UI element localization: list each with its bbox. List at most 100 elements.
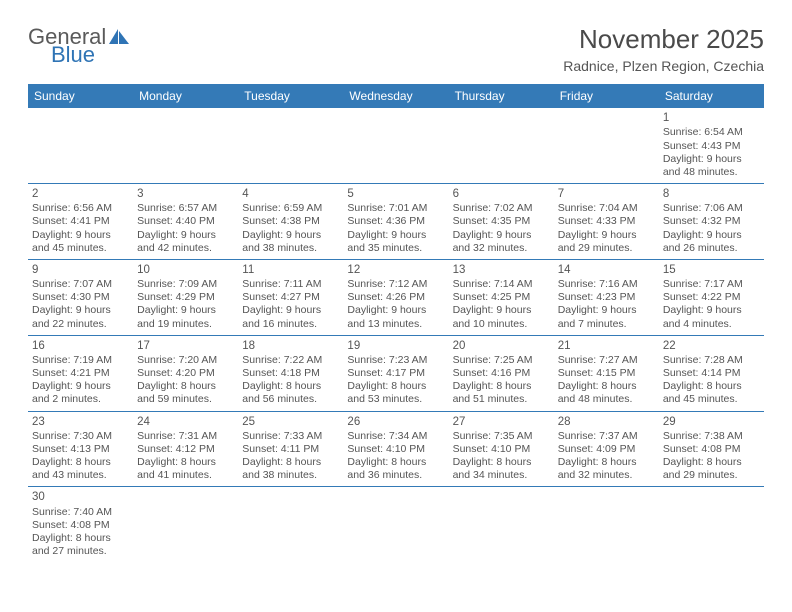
calendar-cell: 8Sunrise: 7:06 AMSunset: 4:32 PMDaylight… bbox=[659, 183, 764, 259]
cell-line: Daylight: 8 hours bbox=[32, 532, 129, 545]
cell-line: Sunrise: 7:16 AM bbox=[558, 278, 655, 291]
cell-line: Sunset: 4:41 PM bbox=[32, 215, 129, 228]
calendar-cell bbox=[238, 487, 343, 562]
cell-line: Sunset: 4:32 PM bbox=[663, 215, 760, 228]
calendar-row: 1Sunrise: 6:54 AMSunset: 4:43 PMDaylight… bbox=[28, 108, 764, 183]
cell-line: and 2 minutes. bbox=[32, 393, 129, 406]
day-number: 4 bbox=[242, 187, 339, 201]
calendar-row: 23Sunrise: 7:30 AMSunset: 4:13 PMDayligh… bbox=[28, 411, 764, 487]
calendar-cell: 28Sunrise: 7:37 AMSunset: 4:09 PMDayligh… bbox=[554, 411, 659, 487]
calendar-cell: 15Sunrise: 7:17 AMSunset: 4:22 PMDayligh… bbox=[659, 259, 764, 335]
cell-line: Sunset: 4:12 PM bbox=[137, 443, 234, 456]
calendar-cell bbox=[659, 487, 764, 562]
cell-line: Daylight: 9 hours bbox=[137, 304, 234, 317]
month-title: November 2025 bbox=[563, 24, 764, 55]
calendar-cell bbox=[28, 108, 133, 183]
calendar-table: Sunday Monday Tuesday Wednesday Thursday… bbox=[28, 84, 764, 562]
calendar-cell: 2Sunrise: 6:56 AMSunset: 4:41 PMDaylight… bbox=[28, 183, 133, 259]
cell-line: Sunrise: 7:07 AM bbox=[32, 278, 129, 291]
cell-line: Sunrise: 7:27 AM bbox=[558, 354, 655, 367]
cell-line: Sunrise: 7:09 AM bbox=[137, 278, 234, 291]
calendar-cell: 13Sunrise: 7:14 AMSunset: 4:25 PMDayligh… bbox=[449, 259, 554, 335]
cell-line: Sunrise: 7:01 AM bbox=[347, 202, 444, 215]
calendar-cell bbox=[554, 108, 659, 183]
cell-line: and 53 minutes. bbox=[347, 393, 444, 406]
cell-line: Daylight: 9 hours bbox=[242, 229, 339, 242]
weekday-header: Sunday bbox=[28, 84, 133, 108]
weekday-header-row: Sunday Monday Tuesday Wednesday Thursday… bbox=[28, 84, 764, 108]
calendar-cell: 26Sunrise: 7:34 AMSunset: 4:10 PMDayligh… bbox=[343, 411, 448, 487]
weekday-header: Wednesday bbox=[343, 84, 448, 108]
cell-line: Sunset: 4:16 PM bbox=[453, 367, 550, 380]
cell-line: Sunrise: 7:19 AM bbox=[32, 354, 129, 367]
cell-line: Daylight: 9 hours bbox=[453, 229, 550, 242]
cell-line: Daylight: 9 hours bbox=[137, 229, 234, 242]
day-number: 29 bbox=[663, 415, 760, 429]
cell-line: Sunset: 4:23 PM bbox=[558, 291, 655, 304]
calendar-cell: 25Sunrise: 7:33 AMSunset: 4:11 PMDayligh… bbox=[238, 411, 343, 487]
sail-icon bbox=[108, 28, 130, 46]
cell-line: Daylight: 9 hours bbox=[453, 304, 550, 317]
calendar-cell bbox=[343, 487, 448, 562]
calendar-cell: 18Sunrise: 7:22 AMSunset: 4:18 PMDayligh… bbox=[238, 335, 343, 411]
calendar-cell bbox=[133, 108, 238, 183]
day-number: 1 bbox=[663, 111, 760, 125]
cell-line: and 34 minutes. bbox=[453, 469, 550, 482]
cell-line: Daylight: 9 hours bbox=[558, 229, 655, 242]
cell-line: Sunset: 4:17 PM bbox=[347, 367, 444, 380]
day-number: 5 bbox=[347, 187, 444, 201]
weekday-header: Friday bbox=[554, 84, 659, 108]
calendar-cell bbox=[343, 108, 448, 183]
calendar-cell: 19Sunrise: 7:23 AMSunset: 4:17 PMDayligh… bbox=[343, 335, 448, 411]
calendar-cell bbox=[449, 108, 554, 183]
day-number: 30 bbox=[32, 490, 129, 504]
cell-line: Sunset: 4:27 PM bbox=[242, 291, 339, 304]
calendar-cell bbox=[554, 487, 659, 562]
cell-line: and 19 minutes. bbox=[137, 318, 234, 331]
cell-line: Sunrise: 6:54 AM bbox=[663, 126, 760, 139]
cell-line: and 16 minutes. bbox=[242, 318, 339, 331]
calendar-cell: 12Sunrise: 7:12 AMSunset: 4:26 PMDayligh… bbox=[343, 259, 448, 335]
cell-line: Sunrise: 7:12 AM bbox=[347, 278, 444, 291]
cell-line: Daylight: 9 hours bbox=[242, 304, 339, 317]
weekday-header: Thursday bbox=[449, 84, 554, 108]
calendar-cell: 7Sunrise: 7:04 AMSunset: 4:33 PMDaylight… bbox=[554, 183, 659, 259]
cell-line: Daylight: 9 hours bbox=[347, 304, 444, 317]
cell-line: and 56 minutes. bbox=[242, 393, 339, 406]
cell-line: Sunset: 4:40 PM bbox=[137, 215, 234, 228]
day-number: 22 bbox=[663, 339, 760, 353]
logo-text-blue: Blue bbox=[51, 42, 95, 68]
weekday-header: Saturday bbox=[659, 84, 764, 108]
day-number: 25 bbox=[242, 415, 339, 429]
title-block: November 2025 Radnice, Plzen Region, Cze… bbox=[563, 24, 764, 74]
day-number: 28 bbox=[558, 415, 655, 429]
cell-line: Sunset: 4:14 PM bbox=[663, 367, 760, 380]
cell-line: Sunrise: 7:11 AM bbox=[242, 278, 339, 291]
calendar-cell: 11Sunrise: 7:11 AMSunset: 4:27 PMDayligh… bbox=[238, 259, 343, 335]
cell-line: Sunrise: 7:30 AM bbox=[32, 430, 129, 443]
cell-line: and 26 minutes. bbox=[663, 242, 760, 255]
cell-line: Sunrise: 7:17 AM bbox=[663, 278, 760, 291]
calendar-row: 30Sunrise: 7:40 AMSunset: 4:08 PMDayligh… bbox=[28, 487, 764, 562]
day-number: 16 bbox=[32, 339, 129, 353]
calendar-cell: 1Sunrise: 6:54 AMSunset: 4:43 PMDaylight… bbox=[659, 108, 764, 183]
cell-line: Sunrise: 7:22 AM bbox=[242, 354, 339, 367]
cell-line: Daylight: 9 hours bbox=[32, 304, 129, 317]
day-number: 27 bbox=[453, 415, 550, 429]
calendar-cell: 27Sunrise: 7:35 AMSunset: 4:10 PMDayligh… bbox=[449, 411, 554, 487]
cell-line: Sunrise: 6:56 AM bbox=[32, 202, 129, 215]
cell-line: Sunrise: 7:04 AM bbox=[558, 202, 655, 215]
cell-line: Sunrise: 6:59 AM bbox=[242, 202, 339, 215]
day-number: 10 bbox=[137, 263, 234, 277]
cell-line: and 45 minutes. bbox=[663, 393, 760, 406]
cell-line: Sunset: 4:30 PM bbox=[32, 291, 129, 304]
calendar-cell: 5Sunrise: 7:01 AMSunset: 4:36 PMDaylight… bbox=[343, 183, 448, 259]
cell-line: Daylight: 8 hours bbox=[32, 456, 129, 469]
cell-line: Sunset: 4:33 PM bbox=[558, 215, 655, 228]
cell-line: Sunrise: 7:14 AM bbox=[453, 278, 550, 291]
cell-line: Sunset: 4:09 PM bbox=[558, 443, 655, 456]
cell-line: Sunset: 4:29 PM bbox=[137, 291, 234, 304]
day-number: 8 bbox=[663, 187, 760, 201]
cell-line: Sunrise: 7:28 AM bbox=[663, 354, 760, 367]
cell-line: and 59 minutes. bbox=[137, 393, 234, 406]
